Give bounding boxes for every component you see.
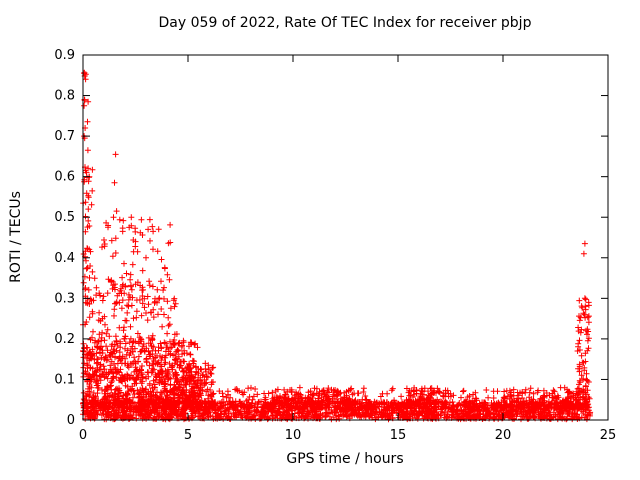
y-tick-label: 0.8 bbox=[54, 89, 75, 104]
scatter-points bbox=[80, 69, 594, 423]
x-axis-label: GPS time / hours bbox=[286, 451, 403, 467]
chart-title: Day 059 of 2022, Rate Of TEC Index for r… bbox=[159, 15, 532, 31]
x-tick-label: 20 bbox=[495, 428, 512, 443]
y-tick-label: 0.4 bbox=[54, 251, 75, 266]
y-tick-label: 0.2 bbox=[54, 332, 75, 347]
tick-labels: 0 5 10 15 20 25 0 0.1 0.2 0.3 0.4 0.5 0.6 0.7 0.8 0.9 bbox=[54, 48, 616, 443]
x-tick-label: 0 bbox=[79, 428, 87, 443]
y-tick-label: 0.3 bbox=[54, 291, 75, 306]
x-tick-label: 15 bbox=[390, 428, 407, 443]
y-tick-label: 0.9 bbox=[54, 48, 75, 63]
plot-border bbox=[82, 54, 609, 421]
y-tick-label: 0.7 bbox=[54, 129, 75, 144]
x-tick-label: 10 bbox=[285, 428, 302, 443]
y-tick-label: 0.6 bbox=[54, 170, 75, 185]
y-axis-label: ROTI / TECUs bbox=[8, 191, 24, 283]
y-tick-label: 0.1 bbox=[54, 372, 75, 387]
y-tick-label: 0 bbox=[67, 413, 75, 428]
x-tick-label: 25 bbox=[600, 428, 617, 443]
x-tick-label: 5 bbox=[184, 428, 192, 443]
y-tick-label: 0.5 bbox=[54, 210, 75, 225]
